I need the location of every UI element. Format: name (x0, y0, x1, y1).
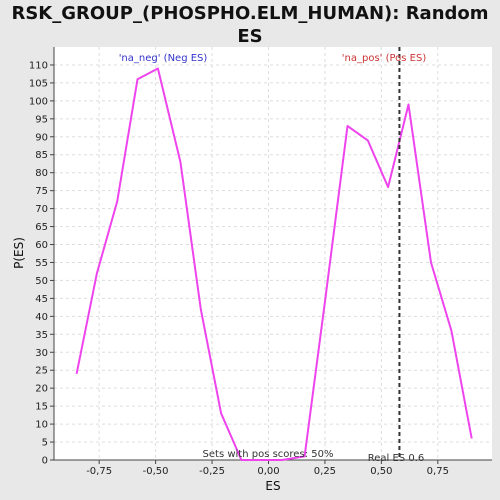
y-tick-label: 65 (35, 222, 48, 233)
pos-scores-annotation: Sets with pos scores: 50% (203, 449, 334, 460)
real-es-label: Real ES 0.6 (368, 453, 424, 464)
x-tick-label: 0,50 (370, 466, 392, 477)
y-tick-label: 35 (35, 330, 48, 341)
y-tick-label: 40 (35, 312, 48, 323)
x-tick-label: -0,25 (199, 466, 225, 477)
y-tick-label: 10 (35, 420, 48, 431)
y-tick-label: 30 (35, 348, 48, 359)
y-tick-label: 55 (35, 258, 48, 269)
series-layer (75, 47, 473, 461)
y-tick-label: 105 (29, 78, 48, 89)
y-tick-label: 60 (35, 240, 48, 251)
neg-es-annotation: 'na_neg' (Neg ES) (119, 53, 208, 64)
y-tick-label: 0 (42, 456, 48, 467)
y-tick-label: 20 (35, 384, 48, 395)
axes: 0 5 10 15 20 25 30 35 40 45 50 55 60 65 70 75 80 85 90 95 10… (29, 47, 492, 477)
pos-es-annotation: 'na_pos' (Pos ES) (342, 53, 427, 64)
x-tick-label: 0,25 (314, 466, 336, 477)
y-tick-label: 50 (35, 276, 48, 287)
x-tick-label: 0,00 (257, 466, 279, 477)
y-tick-label: 85 (35, 150, 48, 161)
y-tick-label: 45 (35, 294, 48, 305)
y-tick-label: 90 (35, 132, 48, 143)
y-tick-label: 15 (35, 402, 48, 413)
chart-title-line1: RSK_GROUP_(PHOSPHO.ELM_HUMAN): Random ES (11, 3, 489, 47)
y-tick-label: 70 (35, 204, 48, 215)
y-tick-label: 95 (35, 114, 48, 125)
y-tick-label: 100 (29, 96, 48, 107)
x-axis-label: ES (265, 479, 280, 493)
x-tick-label: 0,75 (427, 466, 449, 477)
y-tick-label: 5 (42, 438, 48, 449)
x-tick-label: -0,50 (143, 466, 169, 477)
y-axis-label: P(ES) (12, 237, 26, 269)
plot-area (54, 47, 492, 460)
y-tick-label: 25 (35, 366, 48, 377)
distribution-line (75, 67, 473, 461)
x-tick-label: -0,75 (86, 466, 112, 477)
y-tick-label: 75 (35, 186, 48, 197)
y-tick-label: 80 (35, 168, 48, 179)
y-tick-label: 110 (29, 60, 48, 71)
